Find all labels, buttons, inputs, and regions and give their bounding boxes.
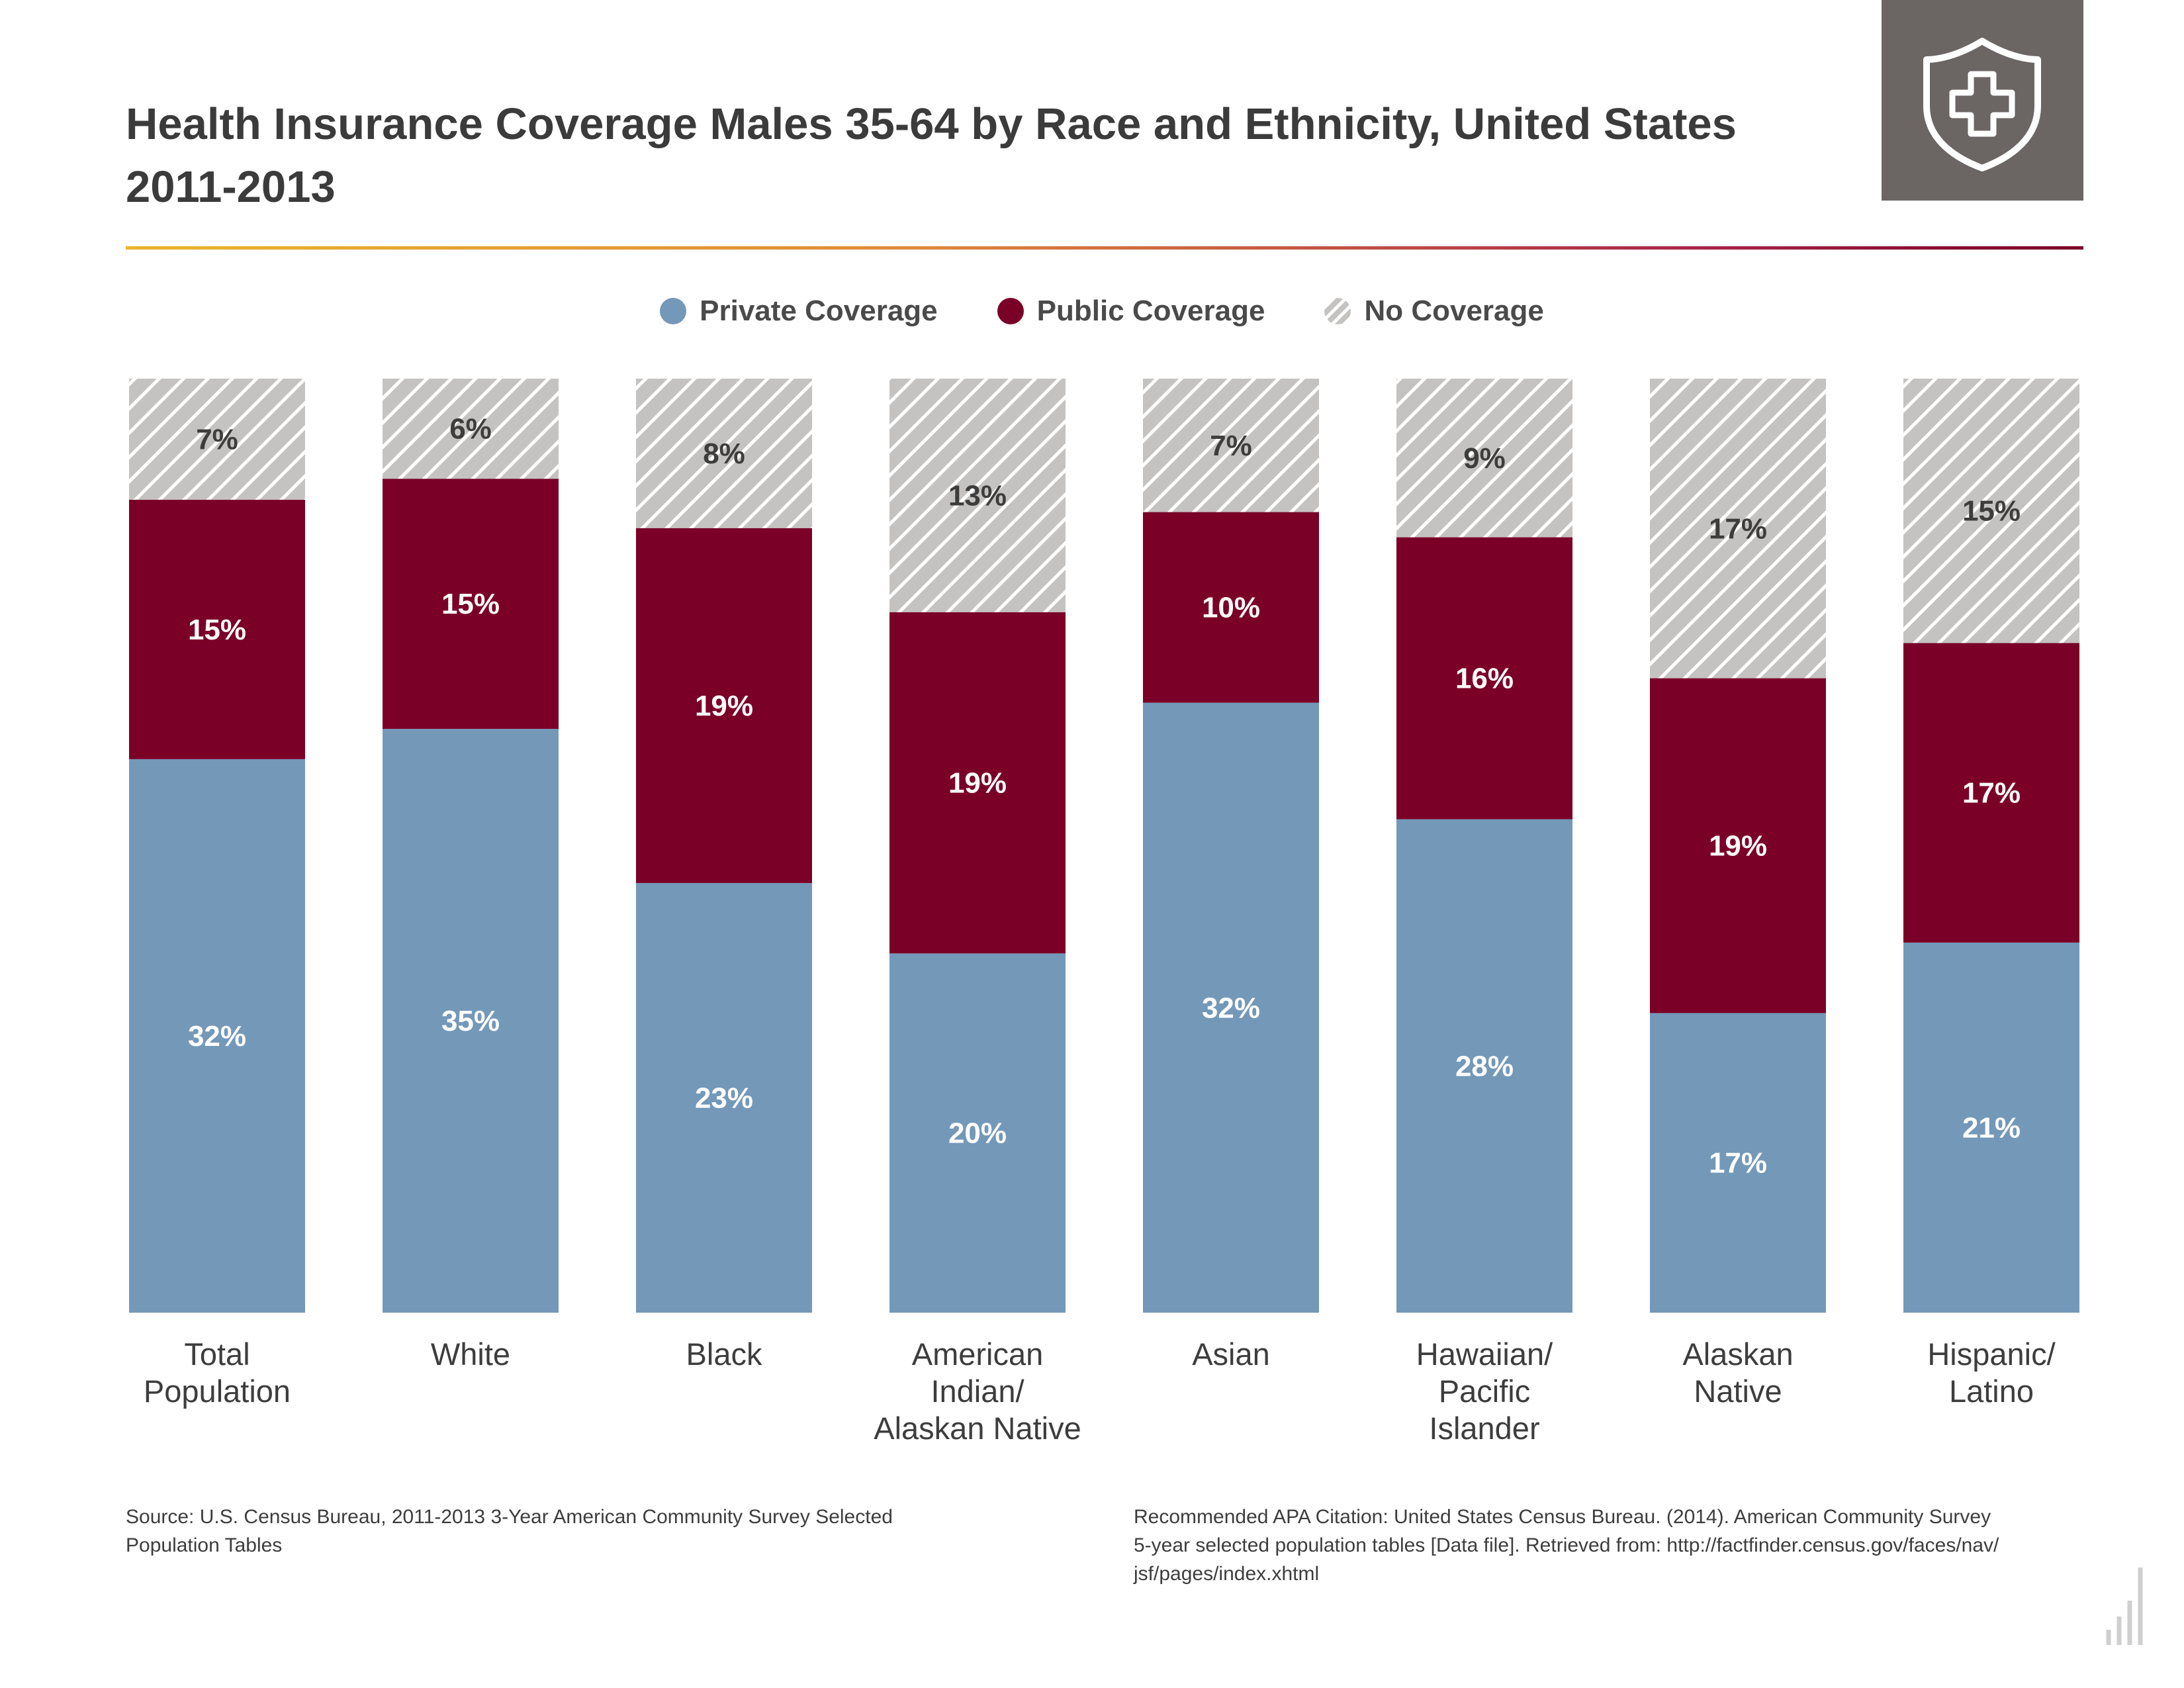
data-label-public: 17% [1962,777,2021,810]
data-label-public: 15% [188,614,246,646]
category-label: Asian [1192,1336,1270,1372]
chart-legend: Private Coverage Public Coverage No Cove… [0,291,2184,331]
citation-note: Recommended APA Citation: United States … [1134,1506,1999,1585]
legend-swatch-none [1324,298,1351,324]
bar-segment-public [129,499,305,759]
bar-segment-none [1143,379,1319,512]
category-label: Black [686,1336,762,1372]
data-label-none: 7% [196,423,238,455]
bar-segment-public [889,612,1066,954]
bar-segment-none [1650,379,1826,679]
data-label-private: 20% [948,1117,1007,1150]
bar-segment-public [1143,512,1319,703]
legend-item-private: Private Coverage [660,295,938,328]
bar-segment-public [1903,643,2079,943]
legend-item-public: Public Coverage [997,295,1265,328]
legend-swatch-public [997,298,1024,324]
legend-swatch-private [660,298,687,324]
data-label-none: 9% [1463,442,1506,475]
title-divider [126,246,2083,250]
shield-badge [1882,0,2083,201]
bar-segment-none [1903,379,2079,643]
data-label-private: 17% [1709,1147,1767,1180]
bar-segment-none [383,379,559,479]
bar-segment-none [129,379,305,500]
category-label: Total Population [143,1336,291,1409]
bar-segment-none [1396,379,1572,538]
data-label-private: 23% [695,1082,753,1114]
source-note: Source: U.S. Census Bureau, 2011-2013 3-… [126,1506,893,1556]
chart-title: Health Insurance Coverage Males 35-64 by… [126,99,1737,212]
bar-segment-private [129,759,305,1313]
bar-logo-icon [2106,1568,2143,1645]
bar-segment-private [1143,702,1319,1313]
bar-segment-public [1396,537,1572,820]
bar-segment-public [636,528,812,883]
category-label: Hawaiian/ Pacific Islander [1416,1336,1553,1446]
legend-label-private: Private Coverage [700,295,938,327]
bar-segment-public [383,479,559,729]
bar-segment-private [636,882,812,1313]
legend-item-none: No Coverage [1324,295,1544,328]
data-label-private: 28% [1455,1050,1514,1082]
bar-segment-private [889,953,1066,1313]
bar-segment-none [889,379,1066,612]
data-label-public: 19% [695,690,753,722]
data-label-public: 15% [441,588,500,620]
data-label-public: 19% [1709,830,1767,863]
category-label: Hispanic/ Latino [1927,1336,2056,1409]
data-label-none: 6% [449,413,492,445]
data-label-none: 17% [1709,512,1767,545]
bar-segment-public [1650,678,1826,1013]
data-label-none: 8% [703,438,745,470]
data-label-private: 32% [1202,992,1260,1024]
data-label-private: 35% [441,1005,500,1037]
bar-segment-private [1903,942,2079,1313]
data-label-none: 13% [948,479,1007,512]
bar-segment-none [636,379,812,528]
legend-label-public: Public Coverage [1036,295,1265,327]
data-label-public: 10% [1202,592,1260,624]
legend-label-none: No Coverage [1364,295,1544,327]
bar-segment-private [383,729,559,1313]
data-label-none: 15% [1962,495,2021,528]
category-label: American Indian/ Alaskan Native [874,1336,1081,1446]
category-axis: Total Population White Black American India… [0,1336,2184,1468]
category-label: Alaskan Native [1682,1336,1794,1409]
bar-segment-private [1396,819,1572,1313]
bar-segment-private [1650,1013,1826,1313]
data-label-public: 19% [948,767,1007,800]
data-label-private: 32% [188,1020,246,1053]
data-label-none: 7% [1210,430,1252,462]
data-label-private: 21% [1962,1111,2021,1144]
shield-plus-icon [1923,38,2041,171]
category-label: White [430,1336,511,1372]
data-label-public: 16% [1455,663,1514,695]
